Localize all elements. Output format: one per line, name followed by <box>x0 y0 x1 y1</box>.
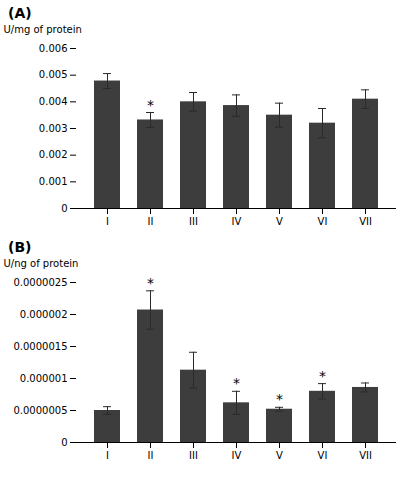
svg-text:*: * <box>147 97 154 113</box>
svg-text:VI: VI <box>318 450 328 461</box>
svg-text:I: I <box>106 450 109 461</box>
svg-text:0.0000015: 0.0000015 <box>13 341 67 352</box>
svg-text:0.005: 0.005 <box>39 69 68 80</box>
svg-text:0.0000025: 0.0000025 <box>13 277 67 288</box>
svg-text:II: II <box>148 216 154 227</box>
svg-text:U/mg of protein: U/mg of protein <box>4 24 82 35</box>
svg-text:VI: VI <box>318 216 328 227</box>
svg-text:III: III <box>189 216 198 227</box>
svg-text:0.0000005: 0.0000005 <box>13 405 67 416</box>
svg-text:0.002: 0.002 <box>39 149 68 160</box>
svg-text:II: II <box>148 450 154 461</box>
svg-text:*: * <box>233 375 240 391</box>
svg-text:*: * <box>276 391 283 407</box>
svg-text:III: III <box>189 450 198 461</box>
svg-text:V: V <box>276 216 283 227</box>
svg-text:IV: IV <box>232 450 242 461</box>
svg-text:0.006: 0.006 <box>39 43 68 54</box>
svg-text:I: I <box>106 216 109 227</box>
svg-text:*: * <box>319 368 326 384</box>
svg-text:U/ng of protein: U/ng of protein <box>4 258 79 269</box>
svg-text:IV: IV <box>232 216 242 227</box>
svg-text:0.004: 0.004 <box>39 96 68 107</box>
svg-text:*: * <box>147 275 154 291</box>
svg-text:0.000001: 0.000001 <box>20 373 68 384</box>
svg-text:0.001: 0.001 <box>39 176 68 187</box>
svg-text:0.003: 0.003 <box>39 123 68 134</box>
svg-text:VII: VII <box>359 450 372 461</box>
svg-text:0: 0 <box>61 437 67 448</box>
svg-text:V: V <box>276 450 283 461</box>
html-text:(A): (A) <box>8 5 32 21</box>
html-text:(B): (B) <box>8 239 32 255</box>
svg-text:0.000002: 0.000002 <box>20 309 68 320</box>
svg-text:VII: VII <box>359 216 372 227</box>
svg-text:0: 0 <box>61 203 67 214</box>
